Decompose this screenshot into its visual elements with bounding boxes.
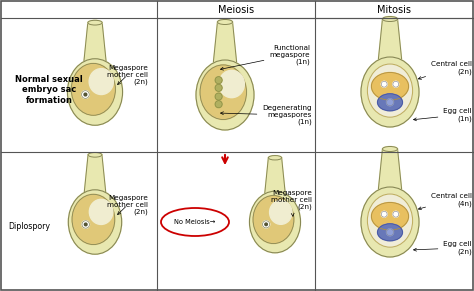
Ellipse shape xyxy=(378,94,402,111)
Circle shape xyxy=(82,91,89,98)
Ellipse shape xyxy=(378,224,402,241)
Ellipse shape xyxy=(215,93,222,100)
Ellipse shape xyxy=(200,65,246,120)
Ellipse shape xyxy=(215,84,222,91)
Circle shape xyxy=(381,211,387,217)
Polygon shape xyxy=(378,149,401,189)
Ellipse shape xyxy=(361,187,419,257)
Ellipse shape xyxy=(68,190,122,254)
Text: Central cell
(2n): Central cell (2n) xyxy=(419,61,472,79)
Ellipse shape xyxy=(88,20,102,25)
Text: Functional
megaspore
(1n): Functional megaspore (1n) xyxy=(220,45,310,70)
Ellipse shape xyxy=(215,101,222,108)
Ellipse shape xyxy=(372,203,409,230)
Ellipse shape xyxy=(372,72,409,100)
Ellipse shape xyxy=(67,59,123,125)
Text: Megaspore
mother cell
(2n): Megaspore mother cell (2n) xyxy=(107,65,148,85)
Circle shape xyxy=(393,81,399,87)
Circle shape xyxy=(263,221,270,228)
Polygon shape xyxy=(84,155,106,192)
Circle shape xyxy=(84,93,87,96)
Ellipse shape xyxy=(196,60,254,130)
Ellipse shape xyxy=(270,200,292,224)
Circle shape xyxy=(381,81,387,87)
Text: Meiosis: Meiosis xyxy=(218,5,254,15)
Circle shape xyxy=(265,223,267,226)
Ellipse shape xyxy=(361,57,419,127)
Ellipse shape xyxy=(72,194,115,244)
Ellipse shape xyxy=(89,199,113,224)
Ellipse shape xyxy=(219,70,245,98)
Polygon shape xyxy=(378,19,401,59)
Text: Megaspore
mother cell
(2n): Megaspore mother cell (2n) xyxy=(271,190,312,216)
Circle shape xyxy=(386,99,393,106)
Circle shape xyxy=(82,221,90,228)
Text: Degenerating
megaspores
(1n): Degenerating megaspores (1n) xyxy=(220,105,312,125)
Ellipse shape xyxy=(367,194,413,247)
Text: Normal sexual
embryo sac
formation: Normal sexual embryo sac formation xyxy=(15,75,83,105)
Ellipse shape xyxy=(218,19,233,24)
Circle shape xyxy=(386,229,393,236)
Text: No Meiosis→: No Meiosis→ xyxy=(174,219,216,225)
Polygon shape xyxy=(84,23,106,61)
Ellipse shape xyxy=(253,196,294,244)
Text: Central cell
(4n): Central cell (4n) xyxy=(419,193,472,210)
Text: Egg cell
(2n): Egg cell (2n) xyxy=(413,241,472,255)
Ellipse shape xyxy=(249,191,301,253)
Ellipse shape xyxy=(215,77,222,84)
Ellipse shape xyxy=(268,156,282,160)
Polygon shape xyxy=(213,22,237,62)
Text: Egg cell
(1n): Egg cell (1n) xyxy=(413,108,472,122)
Polygon shape xyxy=(265,158,285,193)
Ellipse shape xyxy=(367,64,413,117)
Text: Mitosis: Mitosis xyxy=(377,5,411,15)
Ellipse shape xyxy=(383,146,398,152)
Ellipse shape xyxy=(71,63,115,115)
Ellipse shape xyxy=(89,69,113,95)
Ellipse shape xyxy=(88,152,102,157)
Ellipse shape xyxy=(383,17,398,22)
Text: Megaspore
mother cell
(2n): Megaspore mother cell (2n) xyxy=(107,195,148,215)
Circle shape xyxy=(393,211,399,217)
Text: Diplospory: Diplospory xyxy=(8,222,50,231)
Circle shape xyxy=(84,223,87,226)
